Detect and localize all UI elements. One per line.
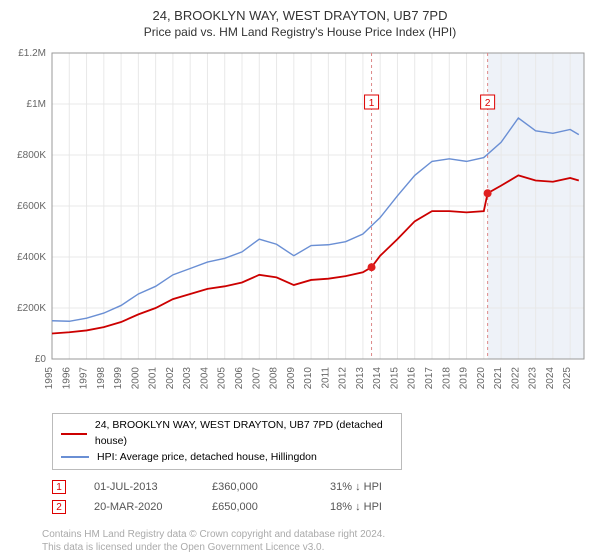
svg-text:£1M: £1M	[27, 99, 46, 110]
svg-text:2013: 2013	[355, 367, 366, 390]
svg-text:2008: 2008	[269, 367, 280, 390]
svg-text:1997: 1997	[79, 367, 90, 390]
sale-delta: 31% ↓ HPI	[330, 481, 420, 493]
svg-text:2021: 2021	[493, 367, 504, 390]
sale-date: 01-JUL-2013	[94, 481, 184, 493]
sale-marker-badge: 2	[52, 500, 66, 514]
chart-container: 24, BROOKLYN WAY, WEST DRAYTON, UB7 7PD …	[0, 0, 600, 560]
legend: 24, BROOKLYN WAY, WEST DRAYTON, UB7 7PD …	[52, 413, 402, 470]
svg-text:2003: 2003	[182, 367, 193, 390]
legend-item: HPI: Average price, detached house, Hill…	[61, 450, 393, 466]
legend-label: HPI: Average price, detached house, Hill…	[97, 450, 317, 466]
svg-text:2001: 2001	[148, 367, 159, 390]
svg-text:2009: 2009	[286, 367, 297, 390]
svg-text:2025: 2025	[562, 367, 573, 390]
svg-text:2010: 2010	[303, 367, 314, 390]
svg-text:1995: 1995	[44, 367, 55, 390]
svg-text:2012: 2012	[338, 367, 349, 390]
svg-text:2002: 2002	[165, 367, 176, 390]
footer-line-2: This data is licensed under the Open Gov…	[42, 541, 385, 554]
sale-marker-badge: 1	[52, 480, 66, 494]
svg-text:2020: 2020	[476, 367, 487, 390]
svg-text:£1.2M: £1.2M	[18, 48, 46, 59]
svg-text:£800K: £800K	[17, 150, 46, 161]
sale-date: 20-MAR-2020	[94, 501, 184, 513]
chart-plot-area: £0 £200K £400K £600K £800K £1M £1.2M 1995 1996 19…	[10, 45, 590, 405]
legend-label: 24, BROOKLYN WAY, WEST DRAYTON, UB7 7PD …	[95, 418, 393, 450]
svg-text:2000: 2000	[130, 367, 141, 390]
chart-svg: £0 £200K £400K £600K £800K £1M £1.2M 1995 1996 19…	[10, 45, 590, 405]
svg-text:2014: 2014	[372, 367, 383, 390]
sales-row: 2 20-MAR-2020 £650,000 18% ↓ HPI	[52, 500, 590, 514]
legend-swatch	[61, 456, 89, 458]
svg-text:2017: 2017	[424, 367, 435, 390]
legend-item: 24, BROOKLYN WAY, WEST DRAYTON, UB7 7PD …	[61, 418, 393, 450]
sale-price: £650,000	[212, 501, 302, 513]
sales-table: 1 01-JUL-2013 £360,000 31% ↓ HPI 2 20-MAR-202…	[52, 480, 590, 514]
svg-text:1996: 1996	[61, 367, 72, 390]
svg-text:2: 2	[485, 98, 491, 109]
footer-attribution: Contains HM Land Registry data © Crown c…	[42, 528, 385, 554]
svg-text:2015: 2015	[389, 367, 400, 390]
sale-price: £360,000	[212, 481, 302, 493]
svg-text:1999: 1999	[113, 367, 124, 390]
svg-text:£400K: £400K	[17, 252, 46, 263]
svg-text:2018: 2018	[441, 367, 452, 390]
legend-swatch	[61, 433, 87, 435]
svg-text:2023: 2023	[528, 367, 539, 390]
svg-text:2007: 2007	[251, 367, 262, 390]
chart-title: 24, BROOKLYN WAY, WEST DRAYTON, UB7 7PD	[10, 8, 590, 23]
svg-text:2004: 2004	[199, 367, 210, 390]
svg-text:1998: 1998	[96, 367, 107, 390]
chart-subtitle: Price paid vs. HM Land Registry's House …	[10, 25, 590, 39]
svg-text:2016: 2016	[407, 367, 418, 390]
svg-text:2024: 2024	[545, 367, 556, 390]
svg-text:2006: 2006	[234, 367, 245, 390]
svg-text:2019: 2019	[459, 367, 470, 390]
svg-text:£0: £0	[35, 354, 47, 365]
svg-text:£600K: £600K	[17, 201, 46, 212]
sale-delta: 18% ↓ HPI	[330, 501, 420, 513]
sales-row: 1 01-JUL-2013 £360,000 31% ↓ HPI	[52, 480, 590, 494]
svg-text:1: 1	[369, 98, 375, 109]
svg-text:2005: 2005	[217, 367, 228, 390]
footer-line-1: Contains HM Land Registry data © Crown c…	[42, 528, 385, 541]
svg-text:£200K: £200K	[17, 303, 46, 314]
svg-text:2011: 2011	[320, 367, 331, 389]
svg-text:2022: 2022	[510, 367, 521, 390]
